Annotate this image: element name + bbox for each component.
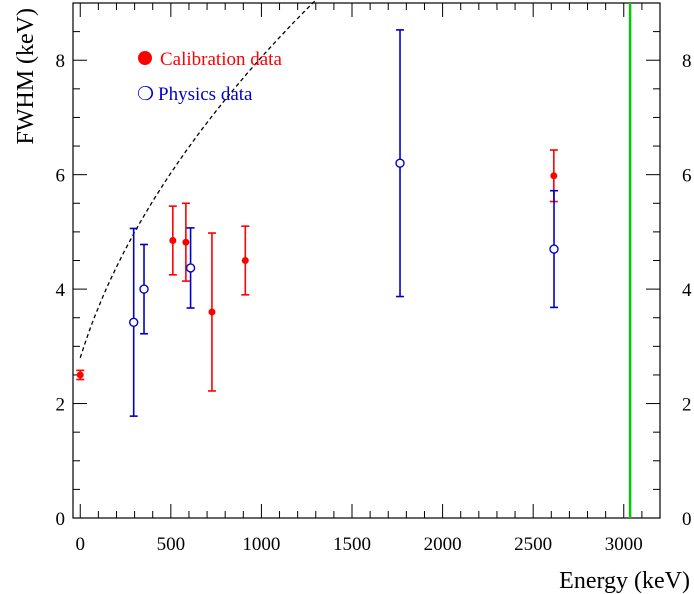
y-tick-label: 8 <box>56 51 66 72</box>
y-tick-label-right: 2 <box>682 395 692 416</box>
legend-calibration-label: Calibration data <box>160 49 282 70</box>
x-tick-label: 3000 <box>605 534 643 555</box>
data-point <box>208 308 216 316</box>
data-point <box>169 236 177 244</box>
y-axis-title: FWHM (keV) <box>13 8 39 145</box>
plot-border <box>72 2 661 519</box>
x-tick-label: 0 <box>75 534 85 555</box>
legend-physics-label: Physics data <box>158 84 253 105</box>
series-calibration <box>76 149 558 392</box>
data-point <box>241 257 249 264</box>
fit-curve-group <box>79 0 317 359</box>
y-tick-label-right: 4 <box>682 280 692 301</box>
data-point <box>182 238 190 246</box>
x-tick-label: 2500 <box>514 534 552 555</box>
x-tick-label: 500 <box>157 534 186 555</box>
fit-curve <box>79 0 317 359</box>
x-axis-title: Energy (keV) <box>559 568 690 594</box>
plot-frame <box>72 2 661 519</box>
data-points <box>76 29 559 417</box>
data-point <box>185 263 196 273</box>
data-point <box>139 284 149 294</box>
data-point <box>550 172 558 180</box>
data-point <box>76 371 84 379</box>
x-tick-label: 1000 <box>242 534 280 555</box>
x-tick-label: 1500 <box>333 534 371 555</box>
data-point <box>128 317 139 327</box>
series-physics <box>128 29 559 417</box>
x-tick-label: 2000 <box>424 534 462 555</box>
y-tick-label: 0 <box>56 509 66 530</box>
y-tick-label-right: 0 <box>682 509 692 530</box>
legend-physics-marker: ❍ <box>137 84 154 105</box>
y-tick-label: 6 <box>56 166 66 187</box>
legend: Calibration data ❍ Physics data <box>137 49 282 105</box>
y-tick-label: 2 <box>56 395 66 416</box>
data-point <box>395 158 405 168</box>
y-tick-label-right: 6 <box>682 166 692 187</box>
data-point <box>549 244 559 254</box>
y-tick-label: 4 <box>56 280 66 301</box>
legend-calibration-marker <box>138 51 152 65</box>
y-tick-label-right: 8 <box>682 51 692 72</box>
